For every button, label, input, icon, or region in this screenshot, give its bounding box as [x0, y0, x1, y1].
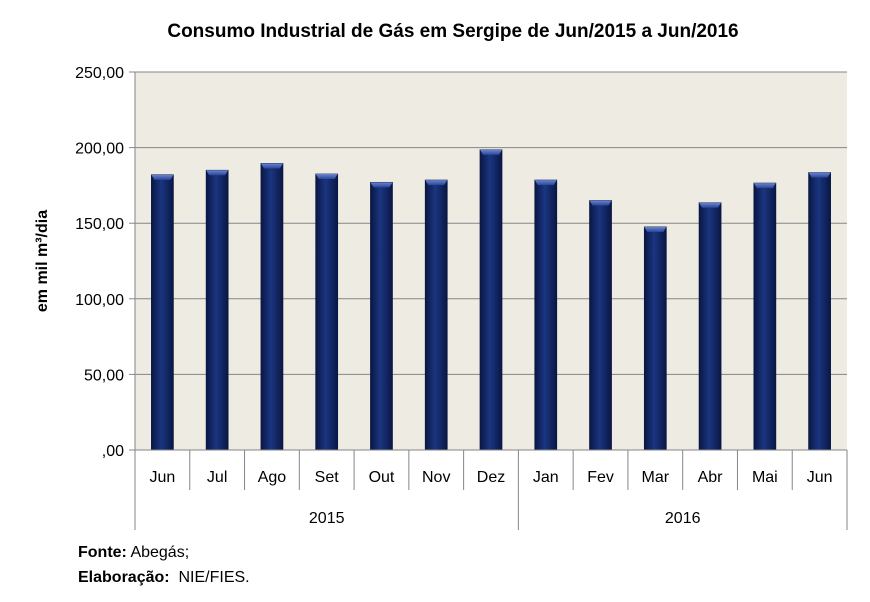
- bar-top-bevel: [644, 226, 667, 232]
- footer-elaboration-value: NIE/FIES.: [169, 569, 250, 586]
- bar-top-bevel: [534, 180, 557, 186]
- bar-top-bevel: [315, 174, 338, 180]
- footer-source: Fonte: Abegás;: [78, 544, 189, 562]
- x-tick-label: Mai: [752, 469, 778, 486]
- bar-top-bevel: [425, 180, 448, 186]
- bar: [424, 179, 448, 451]
- bar: [479, 149, 503, 451]
- bar-top-bevel: [370, 182, 393, 188]
- y-tick-label: ,00: [102, 443, 124, 460]
- bar-top-bevel: [699, 202, 722, 208]
- bar: [534, 179, 558, 451]
- y-tick-label: 50,00: [84, 367, 124, 384]
- bar-top-bevel: [260, 163, 283, 169]
- bar-top-bevel: [151, 174, 174, 180]
- group-label: 2016: [665, 510, 701, 527]
- chart-title: Consumo Industrial de Gás em Sergipe de …: [167, 21, 738, 42]
- bar: [260, 163, 284, 451]
- x-tick-label: Set: [315, 469, 340, 486]
- y-tick-label: 200,00: [75, 141, 124, 158]
- bar-top-bevel: [206, 170, 229, 176]
- x-axis: Jun Jul Ago Set Out Nov Dez Jan Fev Mar Abr Mai Jun 2…: [134, 449, 848, 530]
- bar: [589, 200, 612, 451]
- x-tick-label: Jun: [149, 469, 175, 486]
- y-tick-label: 100,00: [75, 292, 124, 309]
- bar: [205, 169, 229, 451]
- bar: [643, 226, 667, 451]
- bar: [151, 174, 174, 451]
- x-tick-label: Jan: [533, 469, 559, 486]
- bar: [315, 173, 339, 451]
- bar: [698, 202, 722, 451]
- x-tick-label: Nov: [422, 469, 450, 486]
- x-tick-label: Mar: [642, 469, 670, 486]
- chart: Consumo Industrial de Gás em Sergipe de …: [34, 21, 848, 530]
- y-axis-ticks: ,00 50,00 100,00 150,00 200,00 250,00: [75, 65, 136, 460]
- bar-top-bevel: [589, 200, 612, 206]
- bar: [753, 182, 777, 451]
- x-tick-label: Abr: [698, 469, 724, 486]
- x-tick-label: Jun: [807, 469, 833, 486]
- x-tick-label: Dez: [477, 469, 505, 486]
- footer-source-label: Fonte:: [78, 544, 127, 561]
- footer-source-value: Abegás;: [126, 544, 190, 561]
- x-tick-label: Ago: [258, 469, 287, 486]
- bar: [370, 181, 393, 451]
- y-axis-label: em mil m³/dia: [34, 210, 51, 312]
- footer-elaboration-label: Elaboração:: [78, 569, 170, 586]
- group-label: 2015: [309, 510, 345, 527]
- footer-elaboration: Elaboração: NIE/FIES.: [78, 569, 250, 587]
- bar-top-bevel: [753, 183, 776, 189]
- x-tick-label: Out: [369, 469, 395, 486]
- x-tick-label: Fev: [587, 469, 614, 486]
- bar-top-bevel: [480, 149, 502, 155]
- bars: [151, 149, 831, 451]
- x-tick-label: Jul: [207, 469, 227, 486]
- bar: [808, 172, 831, 451]
- y-tick-label: 250,00: [75, 65, 124, 82]
- bar-top-bevel: [808, 172, 831, 178]
- y-tick-label: 150,00: [75, 216, 124, 233]
